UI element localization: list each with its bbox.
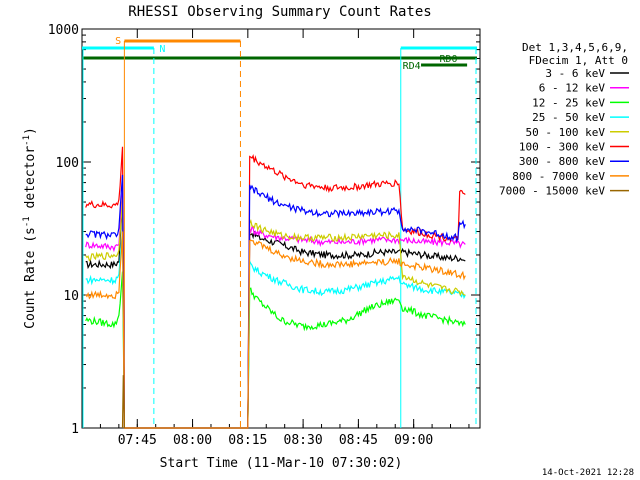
legend-header: Det 1,3,4,5,6,9, bbox=[522, 41, 628, 54]
legend-label: 100 - 300 keV bbox=[519, 141, 605, 154]
x-tick-label: 09:00 bbox=[394, 433, 433, 448]
legend-label: 7000 - 15000 keV bbox=[499, 185, 605, 198]
y-axis-label-end: ) bbox=[23, 127, 38, 135]
y-axis-label-mid: detector bbox=[23, 146, 38, 217]
marker-label-rd0: RD0 bbox=[439, 54, 457, 65]
x-tick-label: 08:00 bbox=[173, 433, 212, 448]
x-tick-label: 08:15 bbox=[228, 433, 267, 448]
y-tick-label: 10 bbox=[63, 289, 79, 304]
series-line bbox=[85, 146, 466, 429]
series-line bbox=[85, 271, 466, 429]
marker-label-rd4: RD4 bbox=[403, 61, 421, 72]
series-line bbox=[85, 231, 466, 429]
legend-label: 800 - 7000 keV bbox=[512, 170, 605, 183]
y-tick-label: 100 bbox=[56, 156, 79, 171]
y-axis-label-base: Count Rate (s bbox=[23, 227, 38, 329]
y-tick-label: 1 bbox=[71, 422, 79, 437]
series-line bbox=[121, 375, 125, 429]
legend-label: 300 - 800 keV bbox=[519, 155, 605, 168]
series-layer bbox=[85, 146, 466, 429]
plot-frame bbox=[81, 28, 481, 429]
x-tick-label: 08:45 bbox=[339, 433, 378, 448]
y-tick-label: 1000 bbox=[48, 23, 79, 38]
series-line bbox=[85, 231, 466, 429]
legend-label: 6 - 12 keV bbox=[539, 82, 606, 95]
series-line bbox=[85, 174, 466, 429]
generation-timestamp: 14-Oct-2021 12:28 bbox=[541, 468, 634, 478]
y-axis-label-sup1: -1 bbox=[22, 216, 32, 227]
legend-header: FDecim 1, Att 0 bbox=[529, 54, 628, 67]
legend: Det 1,3,4,5,6,9,FDecim 1, Att 03 - 6 keV… bbox=[499, 41, 629, 198]
legend-label: 25 - 50 keV bbox=[532, 111, 605, 124]
marker-label-s: S bbox=[115, 36, 121, 47]
marker-label-n: N bbox=[159, 44, 165, 55]
x-tick-label: 08:30 bbox=[284, 433, 323, 448]
x-tick-label: 07:45 bbox=[118, 433, 157, 448]
legend-label: 50 - 100 keV bbox=[526, 126, 606, 139]
y-axis-label-sup2: -1 bbox=[22, 135, 32, 146]
chart-title: RHESSI Observing Summary Count Rates bbox=[128, 4, 431, 20]
legend-label: 3 - 6 keV bbox=[545, 67, 605, 80]
y-axis-label: Count Rate (s-1 detector-1) bbox=[22, 127, 38, 329]
x-axis-label: Start Time (11-Mar-10 07:30:02) bbox=[160, 456, 403, 471]
y-axis: 1 10 100 1000 bbox=[48, 23, 480, 437]
x-axis: 07:45 08:00 08:15 08:30 08:45 09:00 bbox=[81, 29, 470, 448]
legend-label: 12 - 25 keV bbox=[532, 96, 605, 109]
